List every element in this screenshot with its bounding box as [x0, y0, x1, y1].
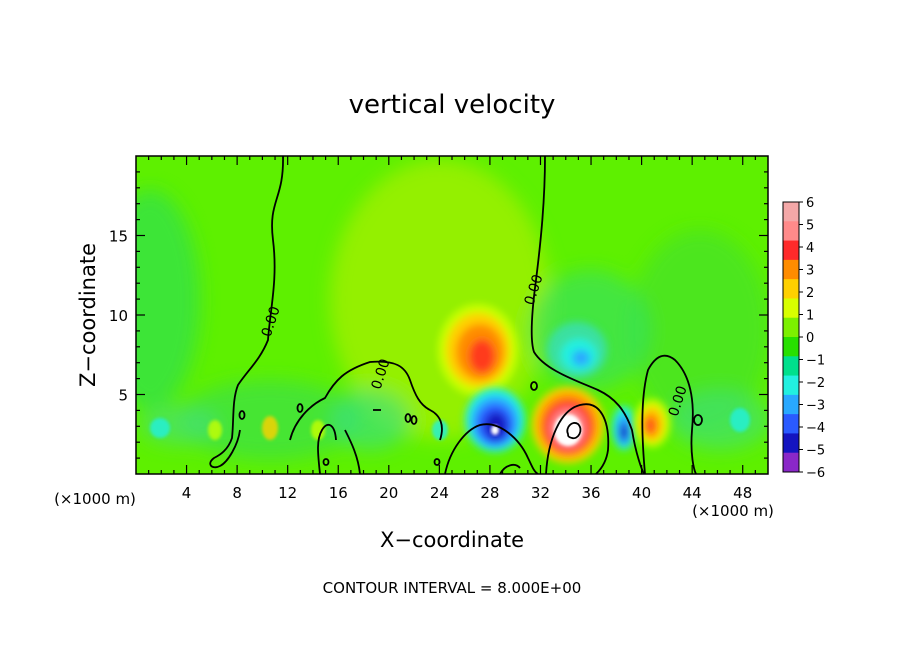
colorbar-segment [783, 452, 799, 473]
x-tick-label: 44 [683, 484, 702, 502]
colorbar-segment [783, 414, 799, 434]
colorbar-label: −2 [806, 376, 825, 391]
colorbar-segment [783, 298, 799, 319]
colorbar: 6 5 4 3 2 1 0 −1 −2 −3 −4 −5 −6 [782, 196, 825, 481]
x-tick-label: 24 [430, 484, 449, 502]
y-tick-label: 15 [109, 228, 128, 246]
colorbar-segment [783, 375, 799, 396]
x-tick-label: 40 [632, 484, 651, 502]
x-axis: 4 8 12 16 20 24 28 32 36 40 44 48 [148, 156, 756, 502]
x-axis-label: X−coordinate [380, 528, 524, 552]
x-tick-label: 48 [733, 484, 752, 502]
colorbar-label: 4 [806, 241, 814, 256]
y-tick-label: 5 [118, 387, 128, 405]
colorbar-segment [783, 433, 799, 454]
x-tick-label: 16 [329, 484, 348, 502]
colorbar-label: −6 [806, 466, 825, 481]
colorbar-segment [783, 337, 799, 357]
chart-title: vertical velocity [349, 90, 556, 120]
x-tick-label: 12 [278, 484, 297, 502]
y-axis-label: Z−coordinate [76, 243, 100, 387]
colorbar-label: 3 [806, 264, 814, 279]
x-unit-left: (×1000 m) [54, 490, 136, 508]
x-tick-label: 36 [581, 484, 600, 502]
colorbar-segment [783, 279, 799, 299]
colorbar-segment [783, 394, 799, 415]
x-tick-label: 32 [531, 484, 550, 502]
x-tick-label: 28 [480, 484, 499, 502]
contour-interval-note: CONTOUR INTERVAL = 8.000E+00 [323, 579, 582, 597]
colorbar-label: 1 [806, 309, 814, 324]
x-tick-label: 4 [182, 484, 192, 502]
colorbar-label: −5 [806, 444, 825, 459]
colorbar-segment [783, 317, 799, 338]
y-tick-label: 10 [109, 307, 128, 325]
x-tick-label: 8 [232, 484, 242, 502]
colorbar-segment [783, 221, 799, 242]
colorbar-label: −4 [806, 421, 825, 436]
colorbar-label: −1 [806, 354, 825, 369]
colorbar-segment [783, 259, 799, 280]
colorbar-label: 5 [806, 219, 814, 234]
colorbar-segment [783, 202, 799, 222]
x-tick-label: 20 [379, 484, 398, 502]
x-unit-right: (×1000 m) [692, 502, 774, 520]
colorbar-label: 2 [806, 286, 814, 301]
colorbar-segment [783, 240, 799, 261]
plot-area: 0.000.000.000.00 [136, 156, 768, 474]
y-axis: 5 10 15 [109, 171, 768, 459]
colorbar-segment [783, 356, 799, 377]
colorbar-label: 6 [806, 196, 814, 211]
colorbar-label: −3 [806, 399, 825, 414]
colorbar-label: 0 [806, 331, 814, 346]
